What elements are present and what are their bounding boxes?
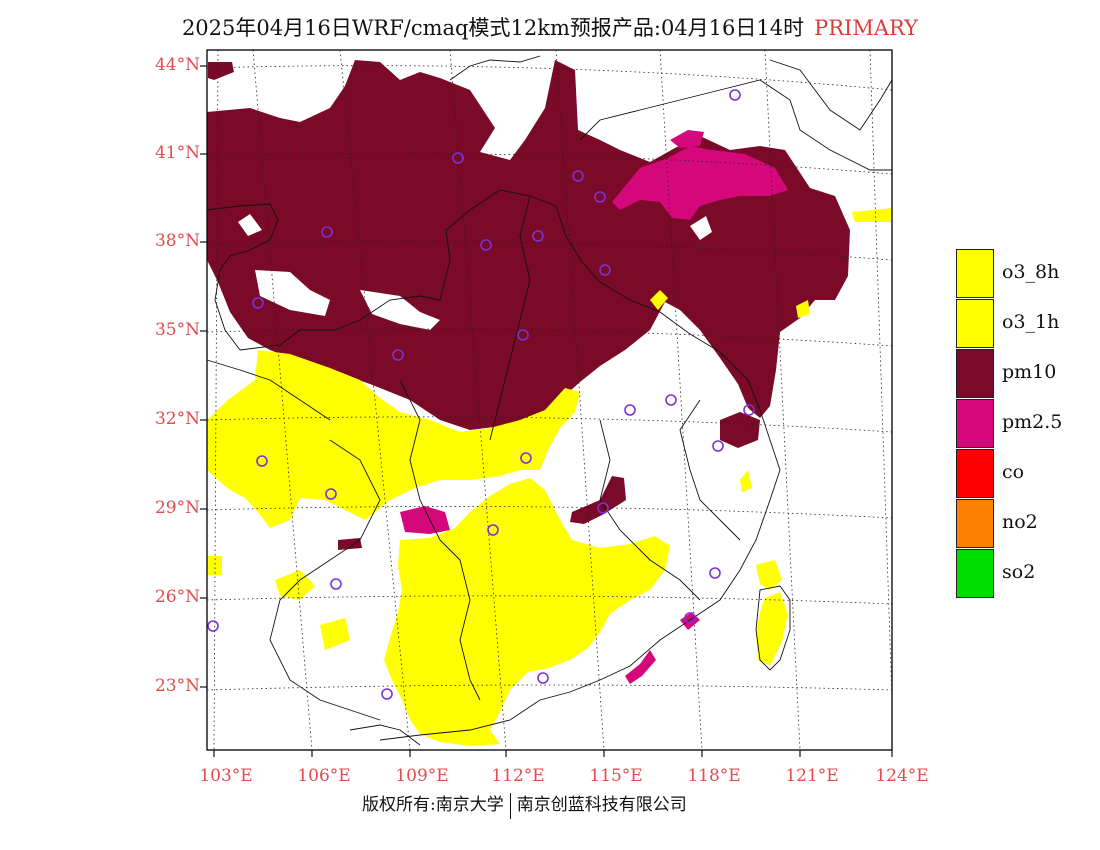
legend-label: no2 [1002, 511, 1038, 533]
lon-label-115: 115°E [589, 766, 643, 786]
boundaries [206, 55, 893, 746]
legend-swatch [956, 299, 994, 348]
map-frame [206, 49, 893, 751]
legend-label: o3_8h [1002, 261, 1060, 283]
lat-label-35: 35°N [154, 320, 200, 340]
legend-label: co [1002, 461, 1025, 483]
lon-label-112: 112°E [491, 766, 545, 786]
lat-label-38: 38°N [154, 231, 200, 251]
clear-patches [238, 214, 712, 330]
legend-swatch [956, 549, 994, 598]
lat-label-41: 41°N [154, 143, 200, 163]
copyright-right: 南京创蓝科技有限公司 [516, 795, 687, 815]
legend-label: pm10 [1002, 361, 1057, 383]
legend-swatch [956, 249, 994, 298]
lat-label-29: 29°N [154, 498, 200, 518]
lat-label-32: 32°N [154, 409, 200, 429]
legend-label: o3_1h [1002, 311, 1060, 333]
lat-label-44: 44°N [154, 55, 200, 75]
lon-label-106: 106°E [297, 766, 351, 786]
site-markers [207, 89, 755, 700]
legend-swatch [956, 399, 994, 448]
lon-label-121: 121°E [785, 766, 839, 786]
copyright-footer: 版权所有:南京大学 南京创蓝科技有限公司 [362, 790, 687, 819]
lon-label-124: 124°E [875, 766, 929, 786]
lat-label-26: 26°N [154, 587, 200, 607]
legend-swatch [956, 449, 994, 498]
legend-swatch [956, 499, 994, 548]
primary-tag: PRIMARY [814, 16, 919, 40]
footer-separator [509, 792, 511, 819]
lat-label-23: 23°N [154, 676, 200, 696]
lon-label-109: 109°E [395, 766, 449, 786]
lon-label-103: 103°E [199, 766, 253, 786]
graticule [206, 49, 893, 751]
title-text: 2025年04月16日WRF/cmaq模式12km预报产品:04月16日14时 [181, 16, 805, 40]
legend-label: so2 [1002, 561, 1036, 583]
axis-ticks [200, 65, 893, 757]
copyright-left: 版权所有:南京大学 [362, 795, 504, 815]
legend-swatch [956, 349, 994, 398]
lon-label-118: 118°E [687, 766, 741, 786]
legend-label: pm2.5 [1002, 411, 1063, 433]
map-title: 2025年04月16日WRF/cmaq模式12km预报产品:04月16日14时 P… [0, 12, 1100, 42]
